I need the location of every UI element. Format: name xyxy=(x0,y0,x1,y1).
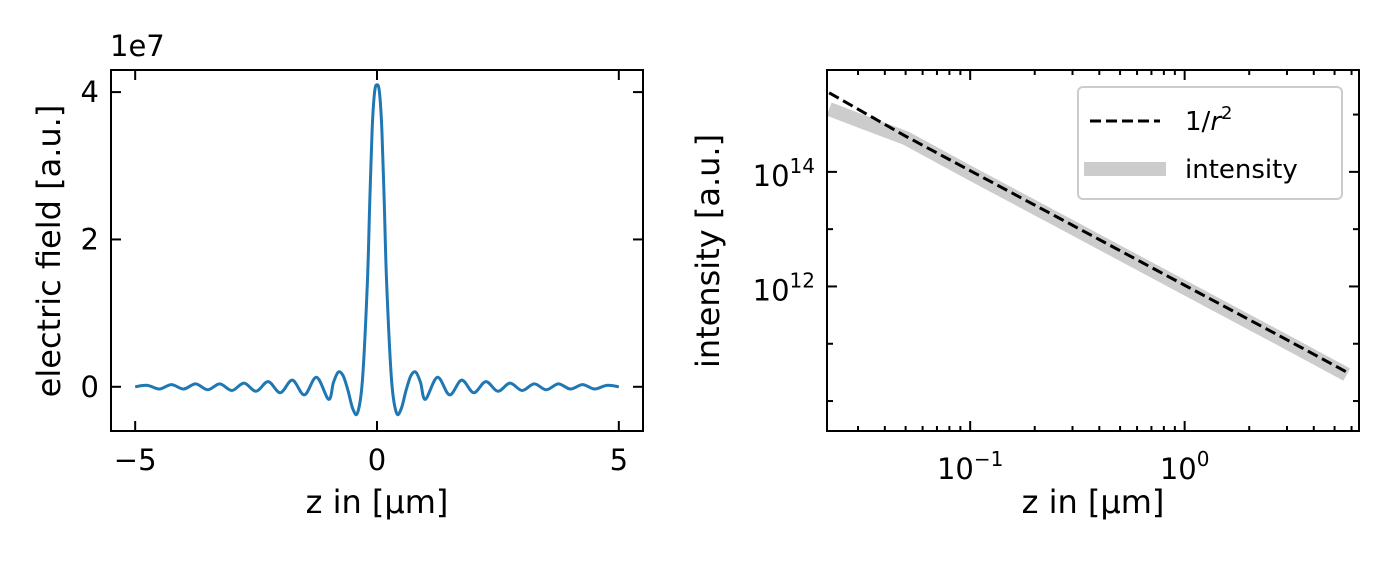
inverse-square-dashed-series xyxy=(828,91,1348,374)
electric-field-axes-frame xyxy=(110,69,644,432)
intensity-x-tick-label: 10−1 xyxy=(937,447,1003,486)
electric-field-x-tick-label: −5 xyxy=(114,443,157,477)
electric-field-series-line xyxy=(134,83,620,417)
intensity-x-tick-label: 100 xyxy=(1160,447,1210,486)
intensity-ticks: 10−1 100 1012 1014 xyxy=(753,70,1359,486)
intensity-y-axis-label: intensity [a.u.] xyxy=(689,134,727,368)
intensity-axes-frame xyxy=(826,69,1360,432)
intensity-band-series xyxy=(827,102,1351,381)
electric-field-y-tick-label: 4 xyxy=(81,75,99,109)
electric-field-x-tick-label: 5 xyxy=(610,443,628,477)
electric-field-plot: −5 0 5 0 2 4 1e7 z in [µm] electric field [a.… xyxy=(30,29,644,521)
electric-field-offset-text: 1e7 xyxy=(110,29,165,63)
electric-field-x-axis-label: z in [µm] xyxy=(306,483,449,521)
electric-field-ticks: −5 0 5 0 2 4 xyxy=(81,70,643,477)
intensity-legend: 1/r2 intensity xyxy=(1077,86,1343,200)
electric-field-x-tick-label: 0 xyxy=(368,443,386,477)
intensity-y-tick-label: 1014 xyxy=(753,154,815,193)
electric-field-y-axis-label: electric field [a.u.] xyxy=(30,105,68,398)
intensity-x-axis-label: z in [µm] xyxy=(1022,483,1165,521)
intensity-series-group xyxy=(827,91,1351,381)
intensity-y-tick-label: 1012 xyxy=(753,268,815,307)
intensity-plot: 10−1 100 1012 1014 z in [µm] intensity [a.u… xyxy=(689,69,1360,521)
electric-field-y-tick-label: 0 xyxy=(81,370,99,404)
legend-entry-inverse-square: 1/r2 xyxy=(1185,103,1232,137)
legend-entry-intensity: intensity xyxy=(1185,155,1298,185)
electric-field-y-tick-label: 2 xyxy=(81,222,99,256)
